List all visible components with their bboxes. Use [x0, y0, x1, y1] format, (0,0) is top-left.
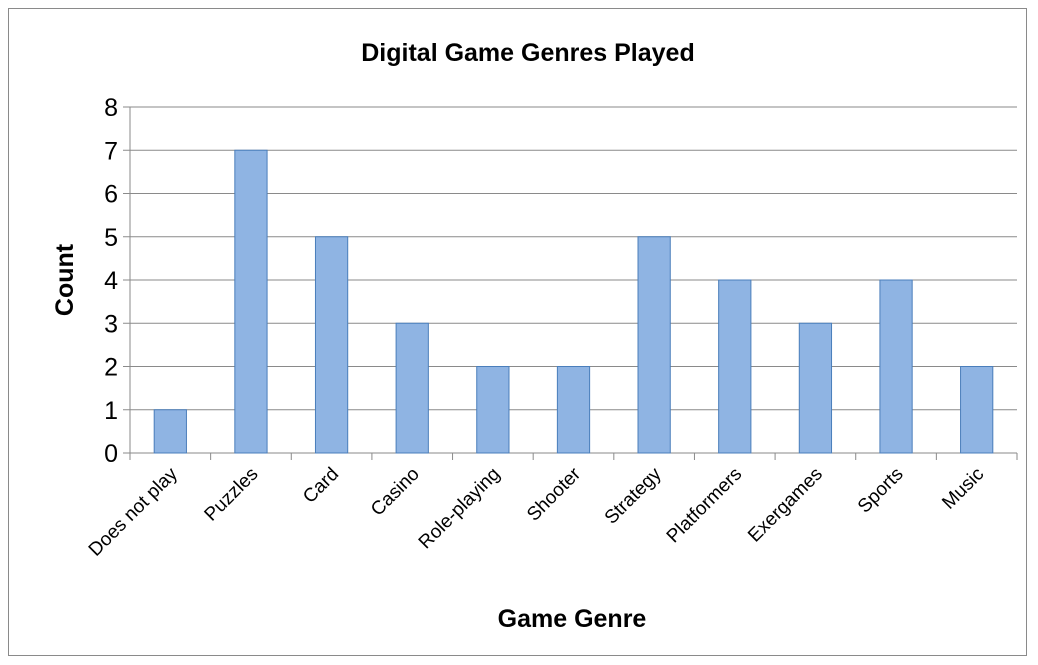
- bar-shooter: [556, 366, 591, 454]
- y-tick-label: 4: [104, 267, 118, 295]
- bar-casino: [395, 322, 429, 454]
- y-axis-title: Count: [51, 243, 79, 316]
- y-tick-label: 0: [104, 440, 118, 468]
- y-tick-label: 1: [104, 397, 118, 425]
- x-tick-label: Sports: [854, 464, 908, 518]
- y-tick-label: 3: [104, 310, 118, 338]
- chart-title: Digital Game Genres Played: [361, 39, 694, 67]
- x-axis-title: Game Genre: [498, 605, 647, 633]
- x-tick-label: Music: [938, 464, 988, 514]
- gridlines: [130, 106, 1017, 411]
- bar-puzzles: [234, 149, 268, 454]
- y-tick-label: 8: [104, 94, 118, 122]
- x-tick-label: Puzzles: [201, 464, 263, 526]
- x-tick-label: Card: [299, 464, 343, 508]
- x-tick-label: Exergames: [744, 464, 827, 547]
- x-tick-label: Shooter: [523, 463, 585, 525]
- y-tick-labels: 0 1 2 3 4 5 6 7 8: [104, 94, 118, 468]
- x-tick-label: Strategy: [601, 463, 666, 528]
- bar-strategy: [637, 236, 671, 454]
- x-tick-label: Role-playing: [415, 464, 505, 554]
- y-tick-label: 7: [104, 137, 118, 165]
- x-tick-labels: Does not play Puzzles Card CasinoRole-playi…: [85, 463, 988, 560]
- bar-role-playing: [476, 366, 510, 454]
- bar-exergames: [798, 322, 833, 454]
- bars: [153, 149, 994, 454]
- bar-music: [960, 366, 994, 454]
- x-tick-label: Platformers: [663, 464, 747, 548]
- y-tick-label: 2: [104, 354, 118, 382]
- bar-does-not-play: [153, 409, 187, 454]
- chart-frame: [8, 8, 1027, 656]
- bar-platformers: [718, 279, 752, 454]
- y-tick-label: 6: [104, 181, 118, 209]
- y-tick-label: 5: [104, 224, 118, 252]
- x-tick-label: Casino: [367, 464, 424, 521]
- bar-card: [314, 236, 349, 454]
- bar-sports: [879, 279, 913, 454]
- x-tick-label: Does not play: [85, 463, 182, 560]
